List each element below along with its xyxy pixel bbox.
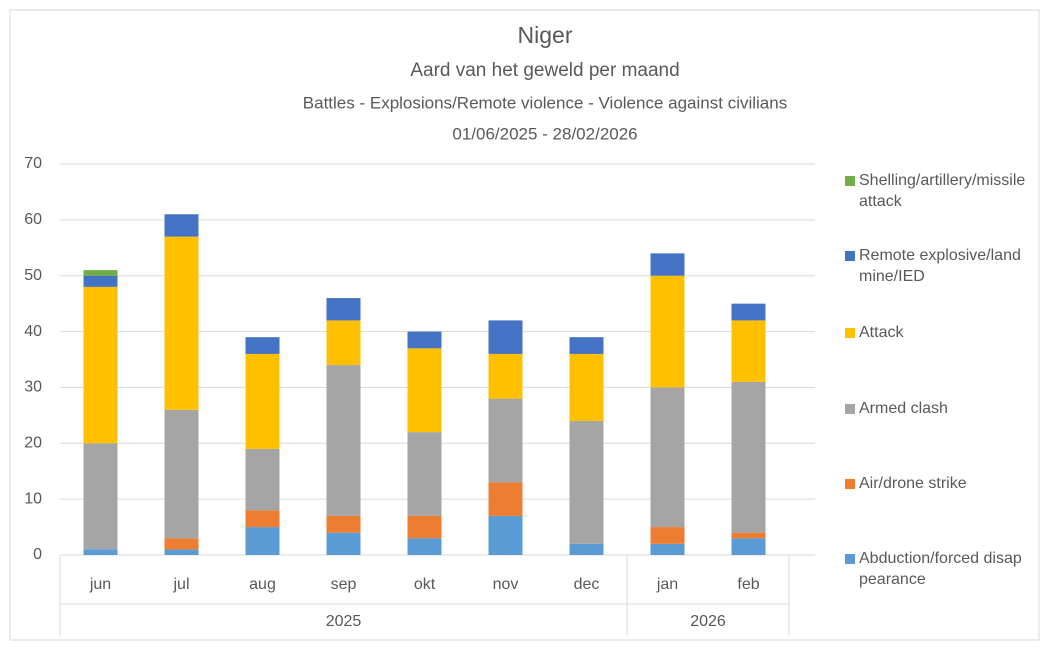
bar-segment (569, 337, 604, 354)
bar-segment (488, 515, 523, 555)
bar-segment (326, 365, 361, 516)
bar-segment (407, 331, 442, 349)
bar-segment (488, 353, 523, 399)
bar-segment (407, 432, 442, 516)
x-tick-label: feb (737, 576, 759, 593)
bar-segment (245, 527, 280, 555)
y-tick-label: 50 (24, 267, 42, 284)
bar-segment (731, 538, 766, 555)
bar-segment (83, 275, 118, 287)
bar-segment (83, 286, 118, 444)
bar-segment (569, 353, 604, 421)
y-tick-label: 20 (24, 435, 42, 452)
bar-segment (569, 543, 604, 555)
y-tick-label: 10 (24, 490, 42, 507)
x-tick-label: jan (656, 576, 678, 593)
bar-segment (407, 515, 442, 539)
legend-label: Air/drone strike (859, 475, 967, 492)
bar-segment (731, 381, 766, 533)
bar-segment (326, 515, 361, 533)
legend-item: Abduction/forced disappearance (845, 548, 1030, 590)
bar-segment (326, 532, 361, 555)
x-tick-label: aug (249, 576, 276, 593)
bar-segment (731, 532, 766, 539)
y-tick-label: 60 (24, 211, 42, 228)
bar-segment (650, 543, 685, 555)
legend-item: Attack (845, 322, 1030, 343)
x-tick-label: sep (331, 576, 357, 593)
x-tick-label: jun (89, 576, 111, 593)
legend-swatch (845, 404, 855, 414)
y-tick-label: 30 (24, 379, 42, 396)
bar-segment (731, 320, 766, 382)
y-tick-label: 0 (33, 546, 42, 563)
bar-segment (164, 549, 199, 555)
legend-swatch (845, 479, 855, 489)
legend-label: Armed clash (859, 400, 948, 417)
legend-item: Shelling/artillery/missile attack (845, 170, 1030, 212)
bar-segment (407, 538, 442, 555)
bar-segment (83, 549, 118, 555)
y-tick-label: 40 (24, 323, 42, 340)
chart-title: Niger (518, 22, 573, 48)
legend-item: Remote explosive/landmine/IED (845, 245, 1030, 287)
group-label: 2026 (690, 613, 726, 630)
date-range: 01/06/2025 - 28/02/2026 (452, 124, 637, 143)
legend-label: Abduction/forced disappearance (859, 550, 1022, 588)
legend-item: Armed clash (845, 398, 1030, 419)
legend-swatch (845, 251, 855, 261)
bar-segment (650, 527, 685, 544)
legend-label: Attack (859, 324, 904, 341)
bar-segment (245, 337, 280, 354)
chart-subtitle: Battles - Explosions/Remote violence - V… (303, 93, 787, 112)
bar-segment (488, 398, 523, 483)
bar-segment (650, 253, 685, 276)
bar-segment (407, 348, 442, 433)
bar-segment (83, 443, 118, 550)
chart-subtitle: Aard van het geweld per maand (410, 60, 679, 81)
bar-segment (164, 538, 199, 550)
bar-segment (164, 214, 199, 237)
legend-swatch (845, 554, 855, 564)
x-tick-label: okt (414, 576, 436, 593)
bar-segment (83, 270, 118, 276)
x-tick-label: dec (574, 576, 600, 593)
legend-swatch (845, 176, 855, 186)
legend-label: Shelling/artillery/missile attack (859, 172, 1026, 210)
x-tick-label: jul (172, 576, 189, 593)
legend-item: Air/drone strike (845, 473, 1030, 494)
bar-segment (164, 236, 199, 410)
group-label: 2025 (326, 613, 362, 630)
x-tick-label: nov (493, 576, 519, 593)
bar-segment (650, 387, 685, 528)
bar-segment (326, 320, 361, 366)
bar-segment (326, 298, 361, 321)
bar-segment (731, 303, 766, 321)
bar-segment (488, 482, 523, 516)
bar-segment (569, 420, 604, 544)
legend-label: Remote explosive/landmine/IED (859, 247, 1021, 285)
bar-segment (245, 448, 280, 511)
legend-swatch (845, 328, 855, 338)
y-tick-label: 70 (24, 155, 42, 172)
bar-segment (164, 409, 199, 539)
bar-segment (488, 320, 523, 354)
bar-segment (245, 353, 280, 449)
bar-segment (245, 510, 280, 528)
bar-segment (650, 275, 685, 388)
